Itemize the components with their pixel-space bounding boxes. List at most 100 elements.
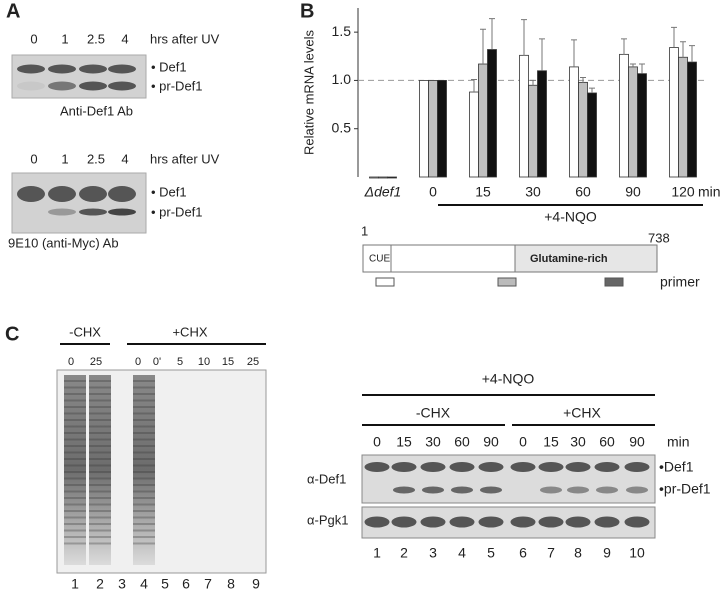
band	[64, 412, 86, 415]
band	[64, 542, 86, 545]
band	[64, 386, 86, 389]
band	[133, 406, 155, 408]
band	[89, 471, 111, 473]
band	[64, 477, 86, 480]
x-tick-label: 90	[625, 184, 641, 200]
antibody-label: 9E10 (anti-Myc) Ab	[8, 235, 119, 250]
lane-unit: min	[667, 434, 690, 450]
band	[64, 510, 86, 512]
lane-number: 5	[161, 576, 169, 592]
band	[64, 458, 86, 460]
band	[17, 64, 45, 74]
bar	[569, 66, 579, 178]
band	[594, 462, 620, 472]
treatment-label: +4-NQO	[544, 209, 597, 225]
band	[133, 464, 155, 467]
band	[420, 516, 446, 528]
band	[89, 529, 111, 532]
antibody-label: α-Def1	[307, 471, 346, 486]
bar	[628, 66, 638, 178]
error-bar	[630, 63, 636, 67]
y-tick-label: 0.5	[332, 119, 352, 135]
band	[624, 462, 650, 472]
lane-label: 10	[198, 356, 210, 368]
lane-label: 0'	[153, 356, 161, 368]
band	[422, 486, 444, 494]
lane-number: 6	[182, 576, 190, 592]
x-tick-label: 0	[429, 184, 437, 200]
band	[64, 380, 86, 382]
treatment-label: +4-NQO	[482, 371, 535, 387]
x-tick-label: 120	[671, 184, 695, 200]
band	[133, 542, 155, 545]
error-bar	[489, 18, 495, 50]
band	[133, 477, 155, 480]
x-tick-label: 30	[525, 184, 541, 200]
band	[133, 510, 155, 512]
domain	[362, 244, 392, 273]
error-bar	[480, 28, 486, 65]
band	[108, 186, 136, 202]
bar	[437, 80, 447, 178]
bar	[469, 91, 479, 178]
y-axis-label: Relative mRNA levels	[301, 30, 316, 155]
band	[626, 486, 648, 494]
band	[133, 503, 155, 506]
band-label: •pr-Def1	[659, 481, 711, 497]
band-label: • Def1	[151, 184, 187, 199]
band	[133, 451, 155, 454]
bar	[687, 61, 697, 178]
bar	[378, 176, 388, 179]
lane-number: 2	[96, 576, 104, 592]
band	[89, 399, 111, 402]
error-bar	[621, 38, 627, 55]
error-bar	[689, 45, 695, 63]
band	[133, 516, 155, 519]
band	[89, 536, 111, 538]
panel-label: C	[5, 323, 19, 345]
bar	[637, 73, 647, 178]
blot	[11, 172, 147, 234]
band-label: • pr-Def1	[151, 204, 203, 219]
error-bar	[680, 41, 686, 58]
band	[64, 425, 86, 428]
band	[64, 399, 86, 402]
bar	[369, 176, 379, 179]
domain-end: 738	[648, 230, 670, 245]
band	[48, 64, 76, 74]
lane-label: 1	[61, 31, 68, 46]
band	[79, 64, 107, 74]
band	[64, 490, 86, 493]
band	[64, 432, 86, 434]
band	[565, 462, 591, 472]
lane-label: 0	[30, 151, 37, 166]
bar	[578, 81, 588, 178]
band	[89, 380, 111, 382]
band	[17, 186, 45, 202]
band	[510, 516, 536, 528]
band	[133, 458, 155, 460]
error-bar	[521, 19, 527, 56]
band	[89, 484, 111, 486]
band-label: • pr-Def1	[151, 78, 203, 93]
bar	[678, 56, 688, 178]
lane-number: 4	[458, 545, 466, 561]
lane-smear	[64, 375, 86, 565]
band	[89, 445, 111, 447]
lane-number: 7	[204, 576, 212, 592]
lane-label: 60	[454, 434, 470, 450]
band	[64, 419, 86, 421]
blot	[11, 54, 147, 99]
band	[79, 208, 107, 216]
band	[478, 462, 504, 472]
band	[89, 419, 111, 421]
bar	[587, 92, 597, 178]
lane-label: 0	[135, 356, 141, 368]
bar	[487, 49, 497, 178]
lane-label: 0	[30, 31, 37, 46]
band	[133, 386, 155, 389]
band	[133, 399, 155, 402]
error-bar	[580, 77, 586, 83]
band	[133, 529, 155, 532]
lane-number: 1	[373, 545, 381, 561]
